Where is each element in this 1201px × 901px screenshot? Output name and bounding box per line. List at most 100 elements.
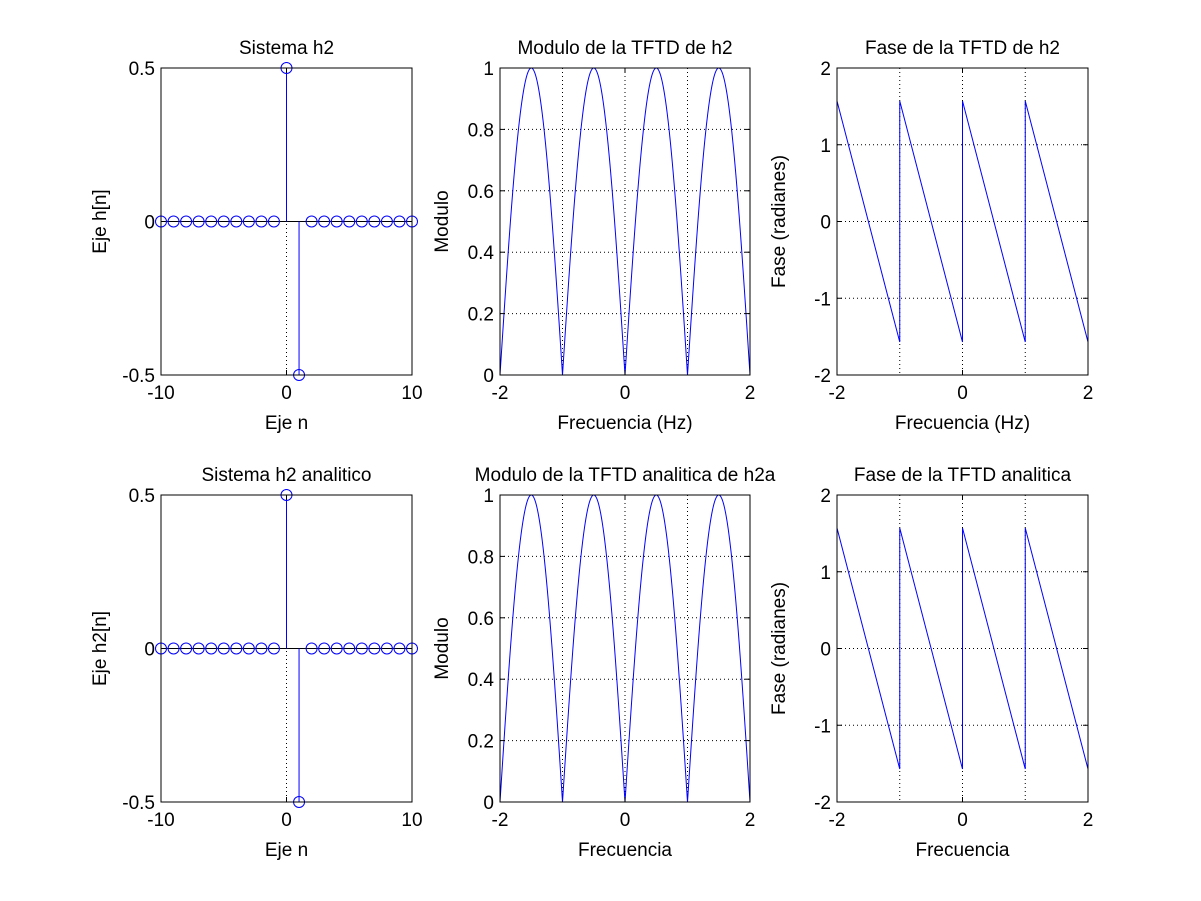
y-tick-label: 0 [144,213,155,234]
stem-marker [192,215,205,228]
y-tick-label: 0.6 [468,609,494,630]
y-tick-label: 0 [820,213,831,234]
x-tick-label: -2 [829,810,846,831]
y-axis-label: Fase (radianes) [769,155,790,288]
x-tick-label: 0 [957,810,968,831]
stem-marker [305,215,318,228]
subplot-title: Fase de la TFTD de h2 [865,38,1060,59]
y-tick-label: 1 [483,486,494,507]
y-axis-label: Modulo [432,190,453,252]
y-tick-label: 1 [820,563,831,584]
x-tick-label: -2 [829,383,846,404]
subplot-title: Sistema h2 analitico [201,465,371,486]
y-tick-label: -2 [814,366,831,387]
x-axis-label: Frecuencia (Hz) [895,413,1030,434]
stem-marker [380,215,393,228]
plot-area [500,68,750,375]
subplot-title: Sistema h2 [239,38,334,59]
stem-marker [205,642,218,655]
x-tick-label: 0 [281,810,292,831]
stem-marker [255,215,268,228]
x-axis-label: Frecuencia [578,840,672,861]
stem-marker [217,215,230,228]
x-tick-label: 10 [401,810,422,831]
stem-marker [242,642,255,655]
stem-marker [180,642,193,655]
subplot-phase-h2a: -2 0 2 -2 -1 0 1 2 Fase de la TFTD analitica Frec… [769,465,1093,861]
y-tick-label: 0 [483,366,494,387]
stem-marker [318,215,331,228]
y-axis-label: Modulo [432,617,453,679]
x-axis-label: Frecuencia [916,840,1010,861]
y-tick-label: 0.6 [468,182,494,203]
stem-marker [355,642,368,655]
stem-marker [205,215,218,228]
y-tick-label: 1 [820,136,831,157]
stem-marker [355,215,368,228]
y-tick-label: 2 [820,486,831,507]
stem-marker [267,642,280,655]
phase-line [836,100,1089,343]
y-tick-label: 0.4 [468,243,495,264]
stem-marker [330,642,343,655]
x-tick-label: -10 [147,383,174,404]
stem-marker [305,642,318,655]
x-tick-label: -2 [492,383,509,404]
subplot-title: Fase de la TFTD analitica [854,465,1072,486]
x-tick-label: 2 [1083,810,1094,831]
y-tick-label: 0 [820,640,831,661]
y-tick-label: 0.2 [468,305,494,326]
stem-marker [343,642,356,655]
y-tick-label: -2 [814,793,831,814]
x-tick-label: 2 [745,383,756,404]
y-tick-label: 0 [483,793,494,814]
y-tick-label: 0.5 [129,486,155,507]
y-tick-label: -0.5 [122,793,155,814]
stem-marker [380,642,393,655]
subplot-phase-h2: -2 0 2 -2 -1 0 1 2 Fase de la TFTD de h2 Frecuenc… [769,38,1093,434]
subplot-stem-h2a: -10 0 10 -0.5 0 0.5 Sistema h2 analitico Eje n E… [90,465,423,861]
y-tick-label: 0 [144,640,155,661]
y-tick-label: 0.4 [468,670,495,691]
x-axis-label: Eje n [265,413,308,434]
y-axis-label: Eje h[n] [90,189,111,253]
stem-marker [318,642,331,655]
stem-marker [230,215,243,228]
x-tick-label: -2 [492,810,509,831]
y-axis-label: Eje h2[n] [90,611,111,686]
stem-marker [330,215,343,228]
stem-marker [180,215,193,228]
subplot-title: Modulo de la TFTD analitica de h2a [475,465,776,486]
phase-line [836,527,1089,770]
x-axis-label: Frecuencia (Hz) [557,413,692,434]
y-axis-label: Fase (radianes) [769,582,790,715]
stem-marker [192,642,205,655]
stem-marker [267,215,280,228]
stem-marker [368,215,381,228]
y-tick-label: -1 [814,289,831,310]
x-tick-label: 2 [1083,383,1094,404]
stem-marker [393,642,406,655]
x-tick-label: -10 [147,810,174,831]
x-tick-label: 2 [745,810,756,831]
stem-marker [255,642,268,655]
x-tick-label: 10 [401,383,422,404]
stem-marker [230,642,243,655]
stem-marker [167,642,180,655]
stem-marker [343,215,356,228]
stem-marker [217,642,230,655]
y-tick-label: -0.5 [122,366,155,387]
stem-marker [242,215,255,228]
subplot-stem-h2: -10 0 10 -0.5 0 0.5 Sistema h2 Eje n Eje h[n] [90,38,423,434]
y-tick-label: -1 [814,716,831,737]
x-tick-label: 0 [957,383,968,404]
y-tick-label: 0.8 [468,120,494,141]
x-axis-label: Eje n [265,840,308,861]
y-tick-label: 0.2 [468,732,494,753]
x-tick-label: 0 [620,810,631,831]
plot-area [500,495,750,802]
stem-marker [393,215,406,228]
